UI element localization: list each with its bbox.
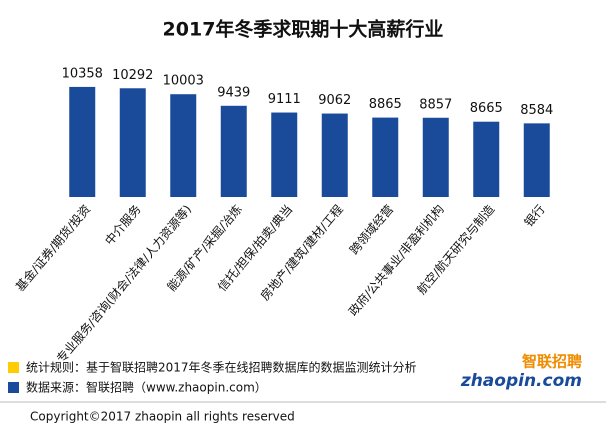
note: 数据来源：智联招聘（www.zhaopin.com）: [26, 380, 267, 395]
x-tick-label: 中介服务: [101, 202, 143, 248]
logo-site: zhaopin.com: [460, 371, 582, 391]
bar: [170, 94, 197, 197]
bar: [321, 113, 348, 197]
logo-name: 智联招聘: [522, 353, 582, 371]
bar: [523, 123, 550, 197]
chart-title: 2017年冬季求职期十大高薪行业: [163, 18, 444, 41]
value-label: 10003: [163, 74, 204, 89]
copyright: Copyright©2017 zhaopin all rights reserv…: [30, 410, 295, 424]
x-tick-label: 跨领域经营: [347, 202, 396, 257]
value-label: 8584: [520, 103, 553, 118]
value-label: 9062: [318, 93, 351, 108]
note-marker: [8, 382, 19, 393]
x-tick-label: 基金/证券/期货/投资: [12, 202, 93, 294]
x-tick-label: 政府/公共事业/非盈利机构: [345, 202, 447, 319]
x-tick-label: 银行: [522, 202, 548, 229]
note-marker: [8, 362, 19, 373]
value-label: 10292: [112, 68, 153, 83]
value-label: 9439: [217, 85, 250, 100]
bar: [372, 117, 399, 197]
bar: [473, 121, 500, 197]
value-label: 10358: [62, 66, 103, 81]
bar: [271, 112, 298, 197]
value-label: 9111: [268, 92, 301, 107]
value-label: 8865: [369, 97, 402, 112]
bar: [69, 86, 96, 197]
x-tick-label: 房地产/建筑/建材/工程: [257, 202, 346, 304]
bar: [220, 105, 247, 197]
note: 统计规则：基于智联招聘2017年冬季在线招聘数据库的数据监测统计分析: [26, 360, 417, 375]
value-label: 8665: [470, 101, 503, 116]
bar: [119, 88, 146, 197]
bar: [422, 117, 449, 197]
value-label: 8857: [419, 97, 452, 112]
